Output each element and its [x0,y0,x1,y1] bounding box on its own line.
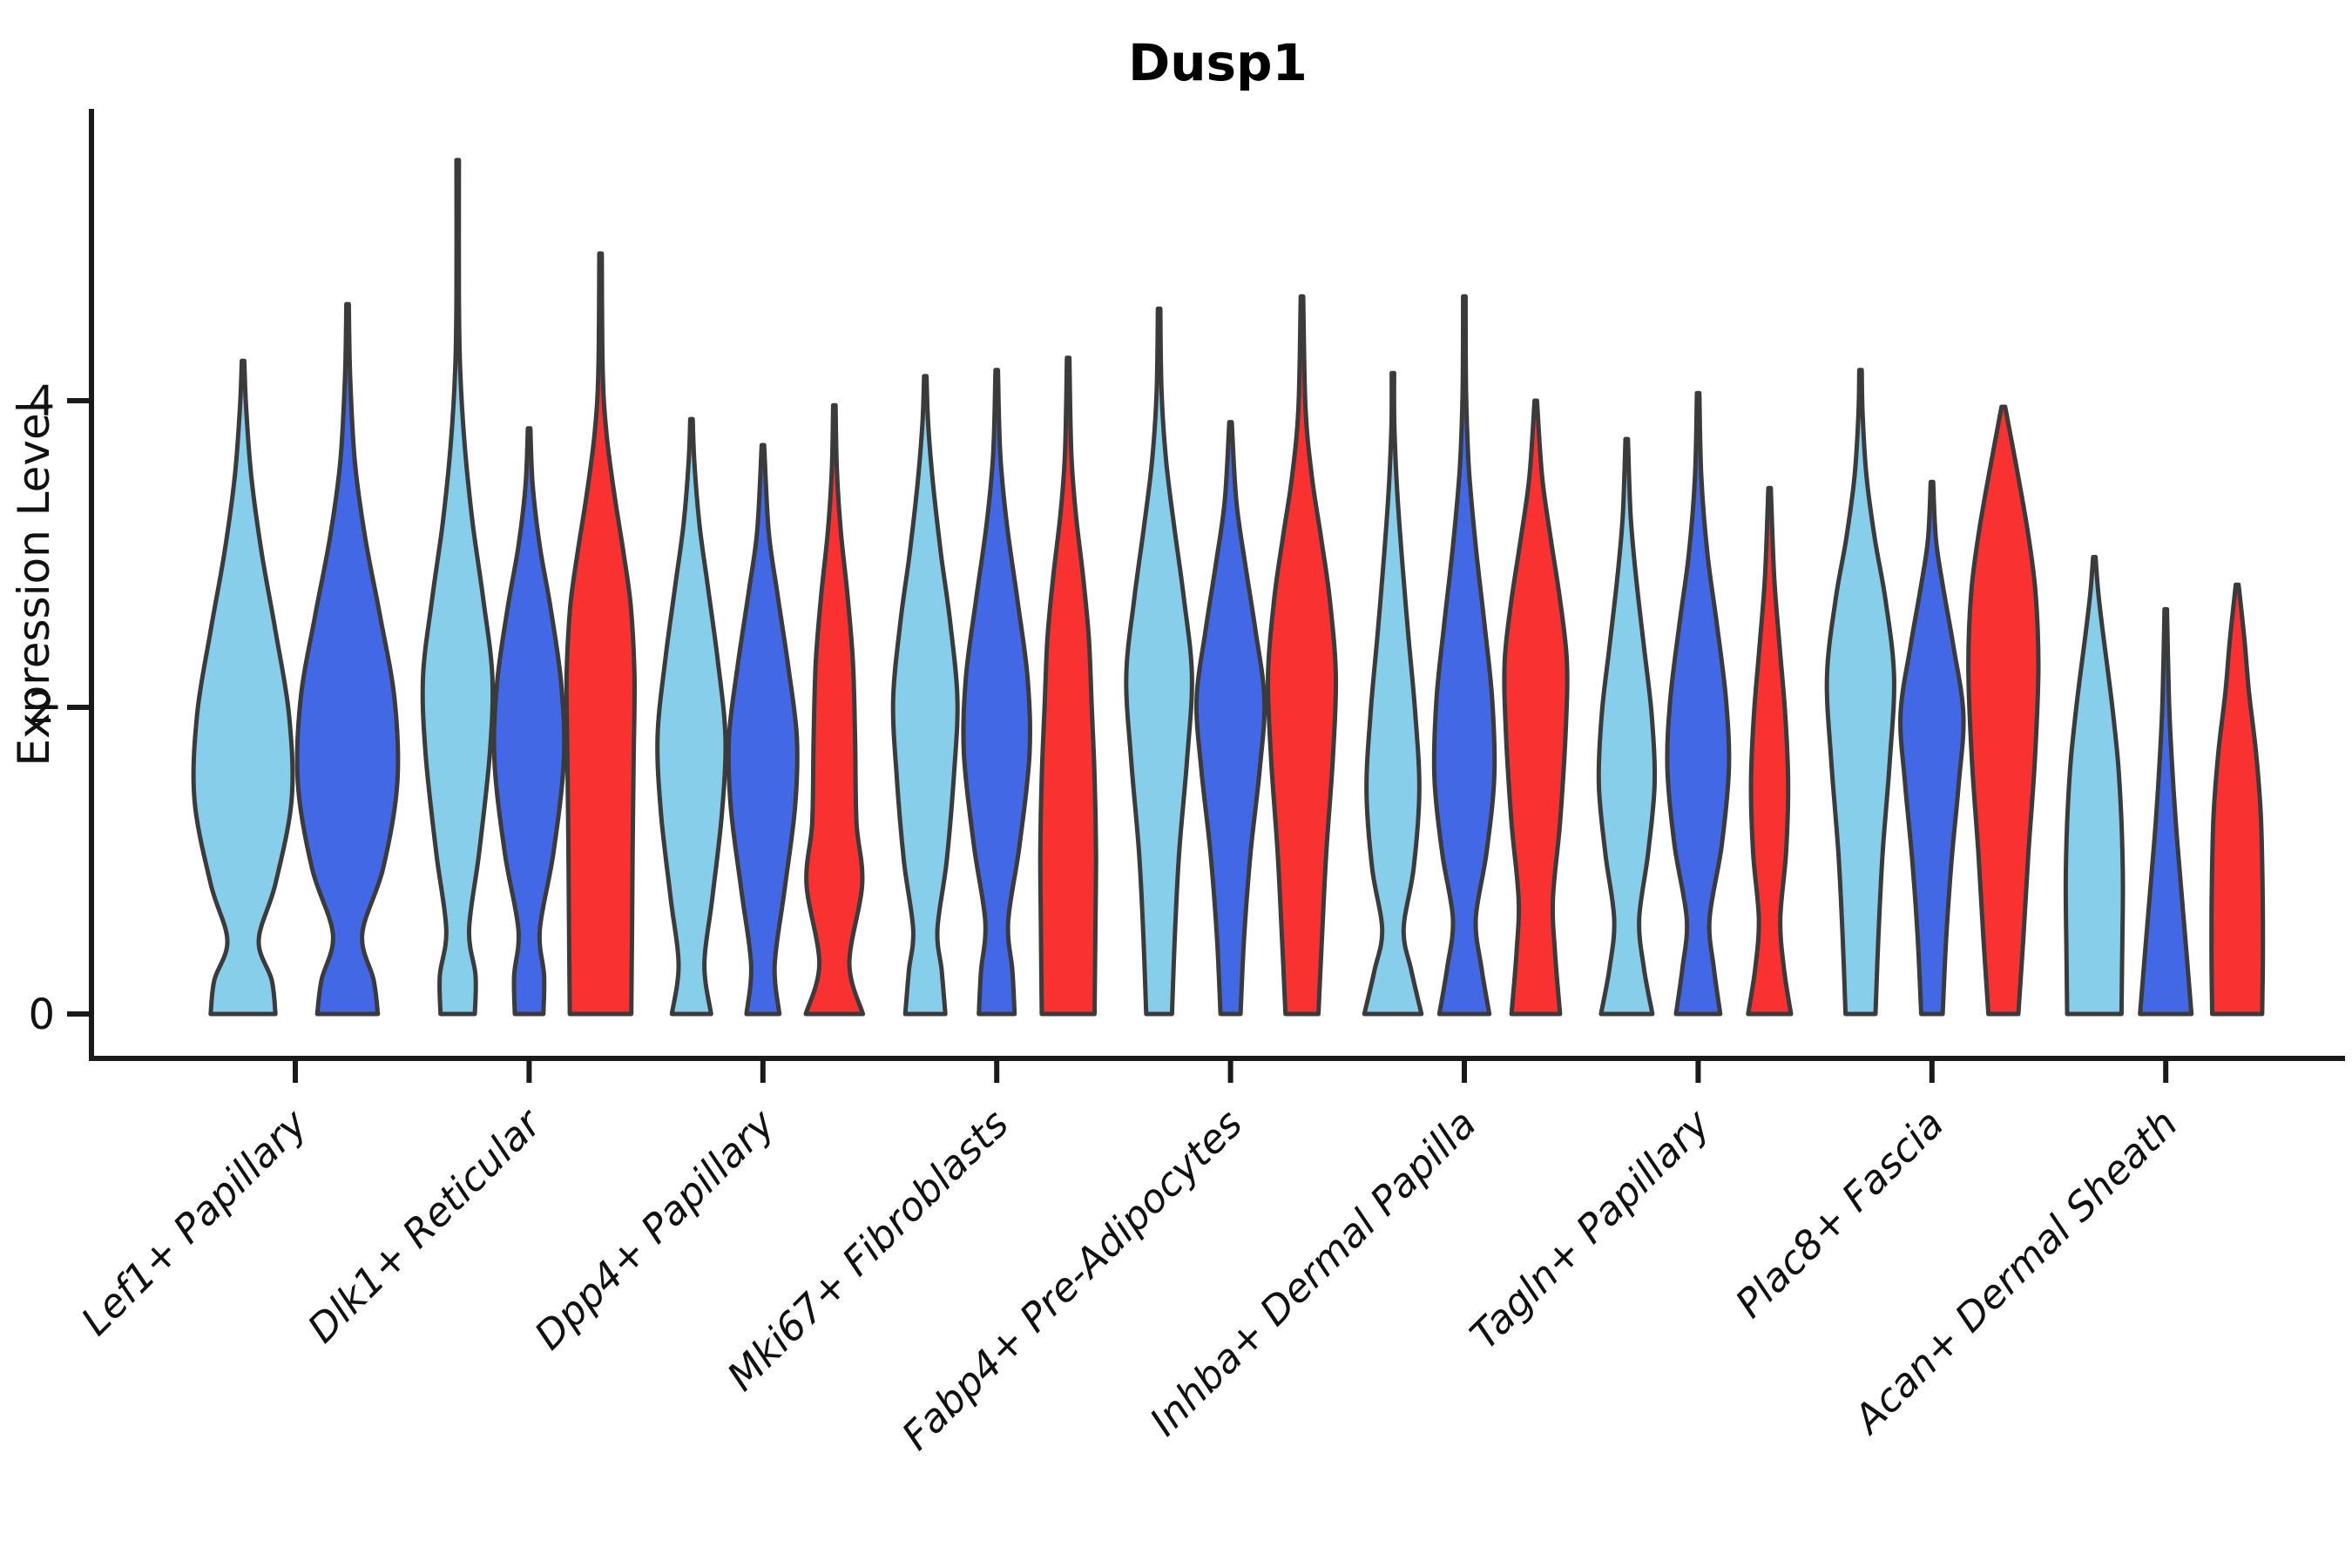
x-tick-label-dpp4-papillary: Dpp4+ Papillary [525,1099,784,1358]
violin-dpp4-papillary-s2 [803,402,866,1017]
violin-dpp4-papillary-s0 [655,416,728,1017]
violin-mki67-fibroblasts-s0 [890,374,960,1017]
violin-dpp4-papillary-s1 [726,443,800,1017]
x-tick-label-tagln-papillary: Tagln+ Papillary [1461,1099,1720,1358]
axes [67,109,2345,1083]
violin-lef1-papillary-s0 [191,358,295,1017]
y-tick-label-0: 0 [28,990,55,1039]
violin-tagln-papillary-s0 [1596,436,1658,1017]
violin-dlk1-reticular-s1 [491,426,567,1017]
y-tick-label-4: 4 [28,377,55,426]
violin-dlk1-reticular-s2 [564,251,638,1017]
violin-series [191,158,2266,1017]
violin-mki67-fibroblasts-s2 [1037,355,1098,1017]
violin-acan-dermal-sheath-s0 [2063,555,2126,1017]
violin-acan-dermal-sheath-s2 [2209,582,2266,1017]
x-tick-label-plac8-fascia: Plac8+ Fascia [1727,1100,1953,1327]
violin-plac8-fascia-s2 [1966,404,2041,1017]
y-tick-labels: 0 2 4 [28,377,55,1039]
violin-tagln-papillary-s2 [1746,485,1794,1017]
x-tick-label-dlk1-reticular: Dlk1+ Reticular [299,1099,551,1352]
violin-tagln-papillary-s1 [1665,390,1732,1017]
y-tick-label-2: 2 [28,684,55,733]
x-tick-labels: Lef1+ Papillary Dlk1+ Reticular Dpp4+ Pa… [72,1099,2186,1459]
violin-mki67-fibroblasts-s1 [961,368,1032,1017]
violin-plac8-fascia-s1 [1898,479,1966,1017]
violin-lef1-papillary-s1 [294,301,401,1017]
tick-marks [67,398,2169,1083]
violin-inhba-dermal-papilla-s0 [1362,370,1424,1017]
chart-title: Dusp1 [1128,33,1308,92]
violin-plac8-fascia-s0 [1824,368,1896,1017]
y-axis-label: Expression Level [9,401,59,766]
violin-dlk1-reticular-s0 [420,158,496,1017]
violin-fabp4-pre-adipocytes-s2 [1266,294,1339,1017]
violin-fabp4-pre-adipocytes-s0 [1124,306,1194,1017]
violin-inhba-dermal-papilla-s2 [1502,398,1570,1017]
x-tick-label-lef1-papillary: Lef1+ Papillary [72,1099,317,1344]
violin-fabp4-pre-adipocytes-s1 [1193,420,1267,1017]
violin-inhba-dermal-papilla-s1 [1431,294,1497,1017]
violin-acan-dermal-sheath-s1 [2138,606,2194,1017]
